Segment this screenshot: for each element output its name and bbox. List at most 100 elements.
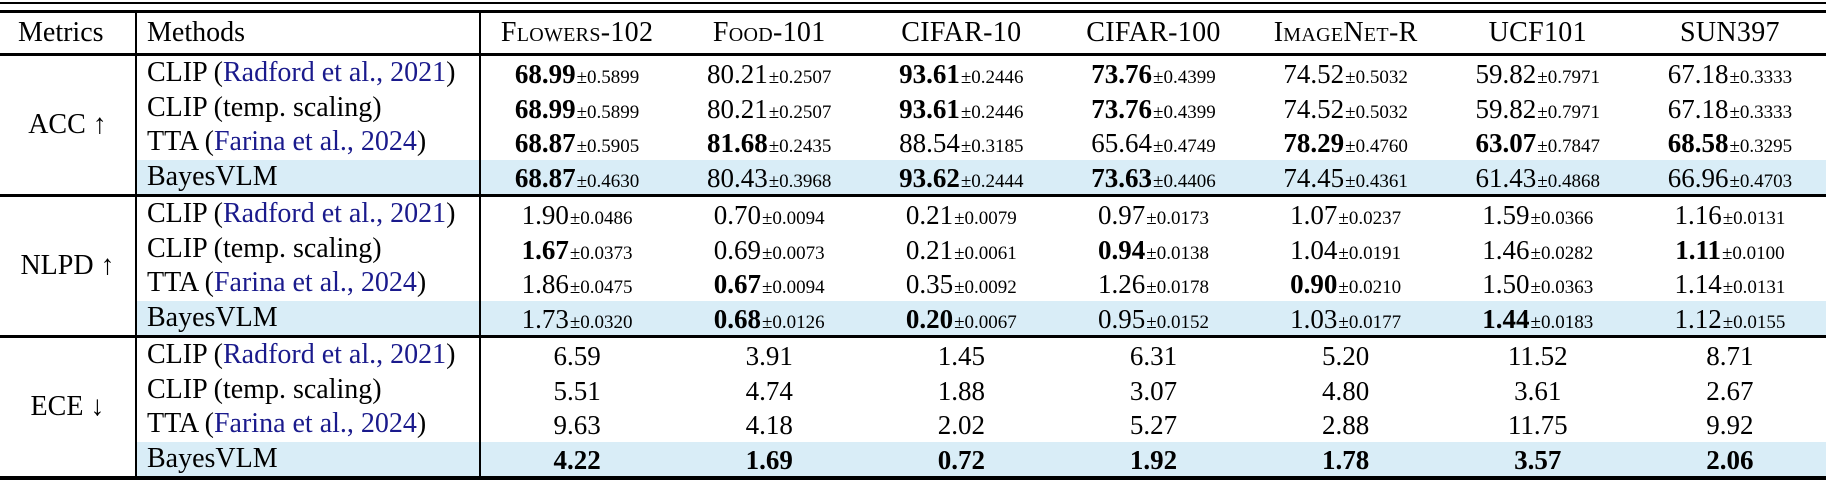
method-name: TTA ( [147, 126, 214, 158]
top-rule-inner [0, 10, 1826, 13]
column-header-metrics: Metrics [0, 13, 137, 53]
result-value: 1.50 [1482, 269, 1530, 299]
result-value: 3.61 [1514, 375, 1562, 406]
result-value: 4.80 [1322, 375, 1370, 406]
top-rule-outer [0, 2, 1826, 4]
result-std: ±0.5905 [576, 136, 640, 157]
result-std: ±0.0282 [1530, 242, 1594, 264]
result-value: 2.88 [1322, 410, 1370, 440]
result-std: ±0.5032 [1345, 101, 1408, 123]
result-std: ±0.4868 [1537, 170, 1600, 192]
result-value: 68.99 [514, 59, 576, 89]
header-row: Metrics Methods Flowers-102 Food-101 CIFAR… [0, 13, 1826, 53]
header-rule [0, 53, 1826, 56]
result-value: 1.45 [937, 341, 985, 371]
result-cell: 73.76 ±0.4399 [1057, 56, 1249, 91]
result-cell: 0.20 ±0.0067 [865, 300, 1058, 335]
result-cell: 63.07 ±0.7847 [1442, 125, 1634, 160]
result-value: 93.61 [899, 93, 960, 124]
column-header-methods: Methods [137, 13, 481, 53]
result-value: 0.68 [713, 303, 761, 334]
section-divider [0, 194, 1826, 197]
result-cell: 68.99 ±0.5899 [481, 91, 673, 126]
result-cell: 0.70 ±0.0094 [673, 197, 865, 232]
citation-link[interactable]: Radford et al., 2021 [222, 57, 447, 89]
citation-link[interactable]: Radford et al., 2021 [222, 339, 447, 371]
result-cell: 68.58 ±0.3295 [1634, 125, 1826, 160]
result-cell: 3.61 [1442, 373, 1634, 408]
result-value: 67.18 [1667, 59, 1729, 89]
method-label: TTA (Farina et al., 2024) [137, 407, 481, 442]
result-cell: 80.21 ±0.2507 [673, 56, 865, 91]
result-std: ±0.0152 [1146, 311, 1209, 333]
result-cell: 1.07 ±0.0237 [1250, 197, 1442, 232]
method-name: CLIP ( [147, 57, 223, 89]
result-value: 5.20 [1322, 341, 1370, 371]
result-cell: 2.06 [1633, 441, 1826, 476]
section-acc: ACC ↑ CLIP (Radford et al., 2021) 68.99 ±0.… [0, 56, 1826, 194]
result-cell: 1.11 ±0.0100 [1634, 232, 1826, 267]
result-cell: 93.62 ±0.2444 [865, 159, 1058, 194]
column-header-sun397: SUN397 [1680, 17, 1780, 48]
method-name: BayesVLM [147, 301, 278, 333]
citation-link[interactable]: Farina et al., 2024 [213, 267, 417, 299]
result-cell: 74.45 ±0.4361 [1249, 159, 1442, 194]
result-value: 3.91 [745, 341, 793, 371]
method-label: CLIP (temp. scaling) [137, 372, 481, 407]
result-std: ±0.0191 [1338, 242, 1402, 264]
result-value: 1.12 [1674, 303, 1722, 334]
result-value: 1.59 [1482, 200, 1530, 230]
result-cell: 0.21 ±0.0079 [865, 197, 1057, 232]
citation-link[interactable]: Farina et al., 2024 [213, 408, 417, 440]
citation-link[interactable]: Farina et al., 2024 [213, 126, 417, 158]
result-value: 0.21 [905, 234, 954, 265]
result-std: ±0.7971 [1537, 101, 1600, 123]
result-cell: 73.63 ±0.4406 [1057, 159, 1250, 194]
method-suffix: ) [416, 126, 427, 158]
method-label: CLIP (Radford et al., 2021) [137, 197, 481, 232]
result-value: 67.18 [1667, 93, 1729, 124]
result-cell: 0.69 ±0.0073 [673, 232, 865, 267]
result-value: 6.59 [553, 341, 601, 371]
result-value: 73.76 [1091, 59, 1153, 89]
result-std: ±0.3968 [768, 170, 832, 192]
result-cell: 0.21 ±0.0061 [865, 232, 1057, 267]
result-value: 68.87 [514, 128, 576, 158]
result-value: 1.14 [1674, 269, 1722, 299]
result-value: 1.67 [521, 234, 569, 265]
result-value: 73.76 [1091, 93, 1153, 124]
result-std: ±0.0094 [761, 277, 825, 298]
method-suffix: ) [446, 198, 456, 230]
column-header-imagenet-r: ImageNet-R [1273, 17, 1418, 48]
result-value: 1.26 [1098, 269, 1146, 299]
result-std: ±0.2446 [960, 101, 1024, 123]
result-value: 59.82 [1475, 59, 1537, 89]
result-cell: 0.72 [865, 441, 1058, 476]
result-cell: 6.59 [481, 338, 673, 373]
result-cell: 68.87 ±0.5905 [481, 125, 673, 160]
result-cell: 1.59 ±0.0366 [1442, 197, 1634, 232]
result-cell: 1.16 ±0.0131 [1634, 197, 1826, 232]
result-value: 63.07 [1475, 128, 1537, 158]
result-std: ±0.0486 [569, 208, 633, 229]
result-std: ±0.4399 [1153, 101, 1216, 123]
method-name: BayesVLM [147, 442, 278, 474]
result-cell: 1.69 [673, 441, 866, 476]
bottom-rule [0, 476, 1826, 480]
result-value: 88.54 [899, 128, 960, 158]
method-name: CLIP ( [147, 339, 223, 371]
method-label: CLIP (Radford et al., 2021) [137, 338, 481, 373]
result-std: ±0.0131 [1722, 208, 1786, 229]
result-std: ±0.4760 [1345, 136, 1408, 157]
result-std: ±0.0320 [569, 311, 633, 333]
result-cell: 8.71 [1634, 338, 1826, 373]
result-value: 93.61 [899, 59, 960, 89]
citation-link[interactable]: Radford et al., 2021 [222, 198, 447, 230]
result-std: ±0.3333 [1729, 67, 1793, 88]
method-label: CLIP (Radford et al., 2021) [137, 56, 481, 91]
result-value: 5.51 [553, 375, 601, 406]
result-value: 4.22 [553, 444, 601, 475]
result-value: 68.99 [514, 93, 576, 124]
result-value: 5.27 [1129, 410, 1178, 440]
result-cell: 0.95 ±0.0152 [1057, 300, 1250, 335]
